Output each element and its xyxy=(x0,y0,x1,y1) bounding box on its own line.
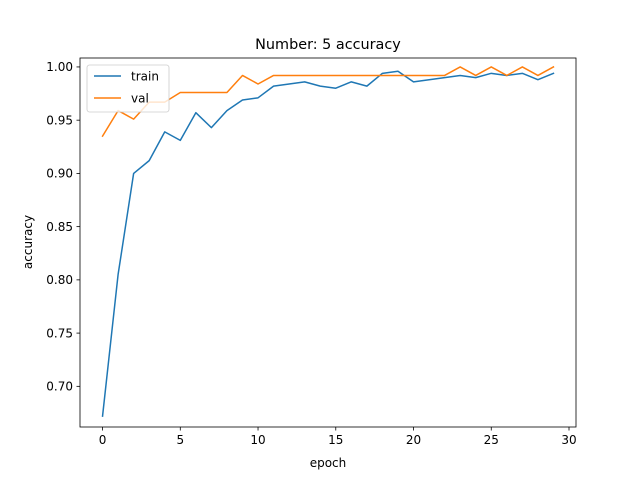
axis-ticks: 0 5 10 15 20 25 30 0.70 0.75 0.80 0.85 0.90 0.95 1.00 xyxy=(46,60,576,447)
x-tick-label: 25 xyxy=(484,433,499,447)
legend: train val xyxy=(86,64,170,113)
y-tick-label: 1.00 xyxy=(46,60,73,74)
x-tick-label: 20 xyxy=(406,433,421,447)
y-axis-label: accuracy xyxy=(21,215,35,269)
y-tick-label: 0.85 xyxy=(46,220,73,234)
series-line-train xyxy=(101,70,555,417)
x-tick-label: 0 xyxy=(99,433,107,447)
series-line-val xyxy=(101,65,555,138)
y-tick-label: 0.75 xyxy=(46,326,73,340)
y-tick-label: 0.80 xyxy=(46,273,73,287)
y-tick-label: 0.95 xyxy=(46,113,73,127)
x-tick-label: 30 xyxy=(561,433,576,447)
x-tick-label: 15 xyxy=(328,433,343,447)
y-tick-label: 0.90 xyxy=(46,167,73,181)
x-tick-label: 5 xyxy=(176,433,184,447)
series-lines xyxy=(101,65,555,417)
x-tick-label: 10 xyxy=(250,433,265,447)
y-tick-label: 0.70 xyxy=(46,380,73,394)
legend-label-train: train xyxy=(131,69,159,83)
chart-title: Number: 5 accuracy xyxy=(255,37,401,53)
x-axis-label: epoch xyxy=(310,456,347,470)
plot-frame xyxy=(79,57,577,428)
legend-label-val: val xyxy=(131,91,149,105)
